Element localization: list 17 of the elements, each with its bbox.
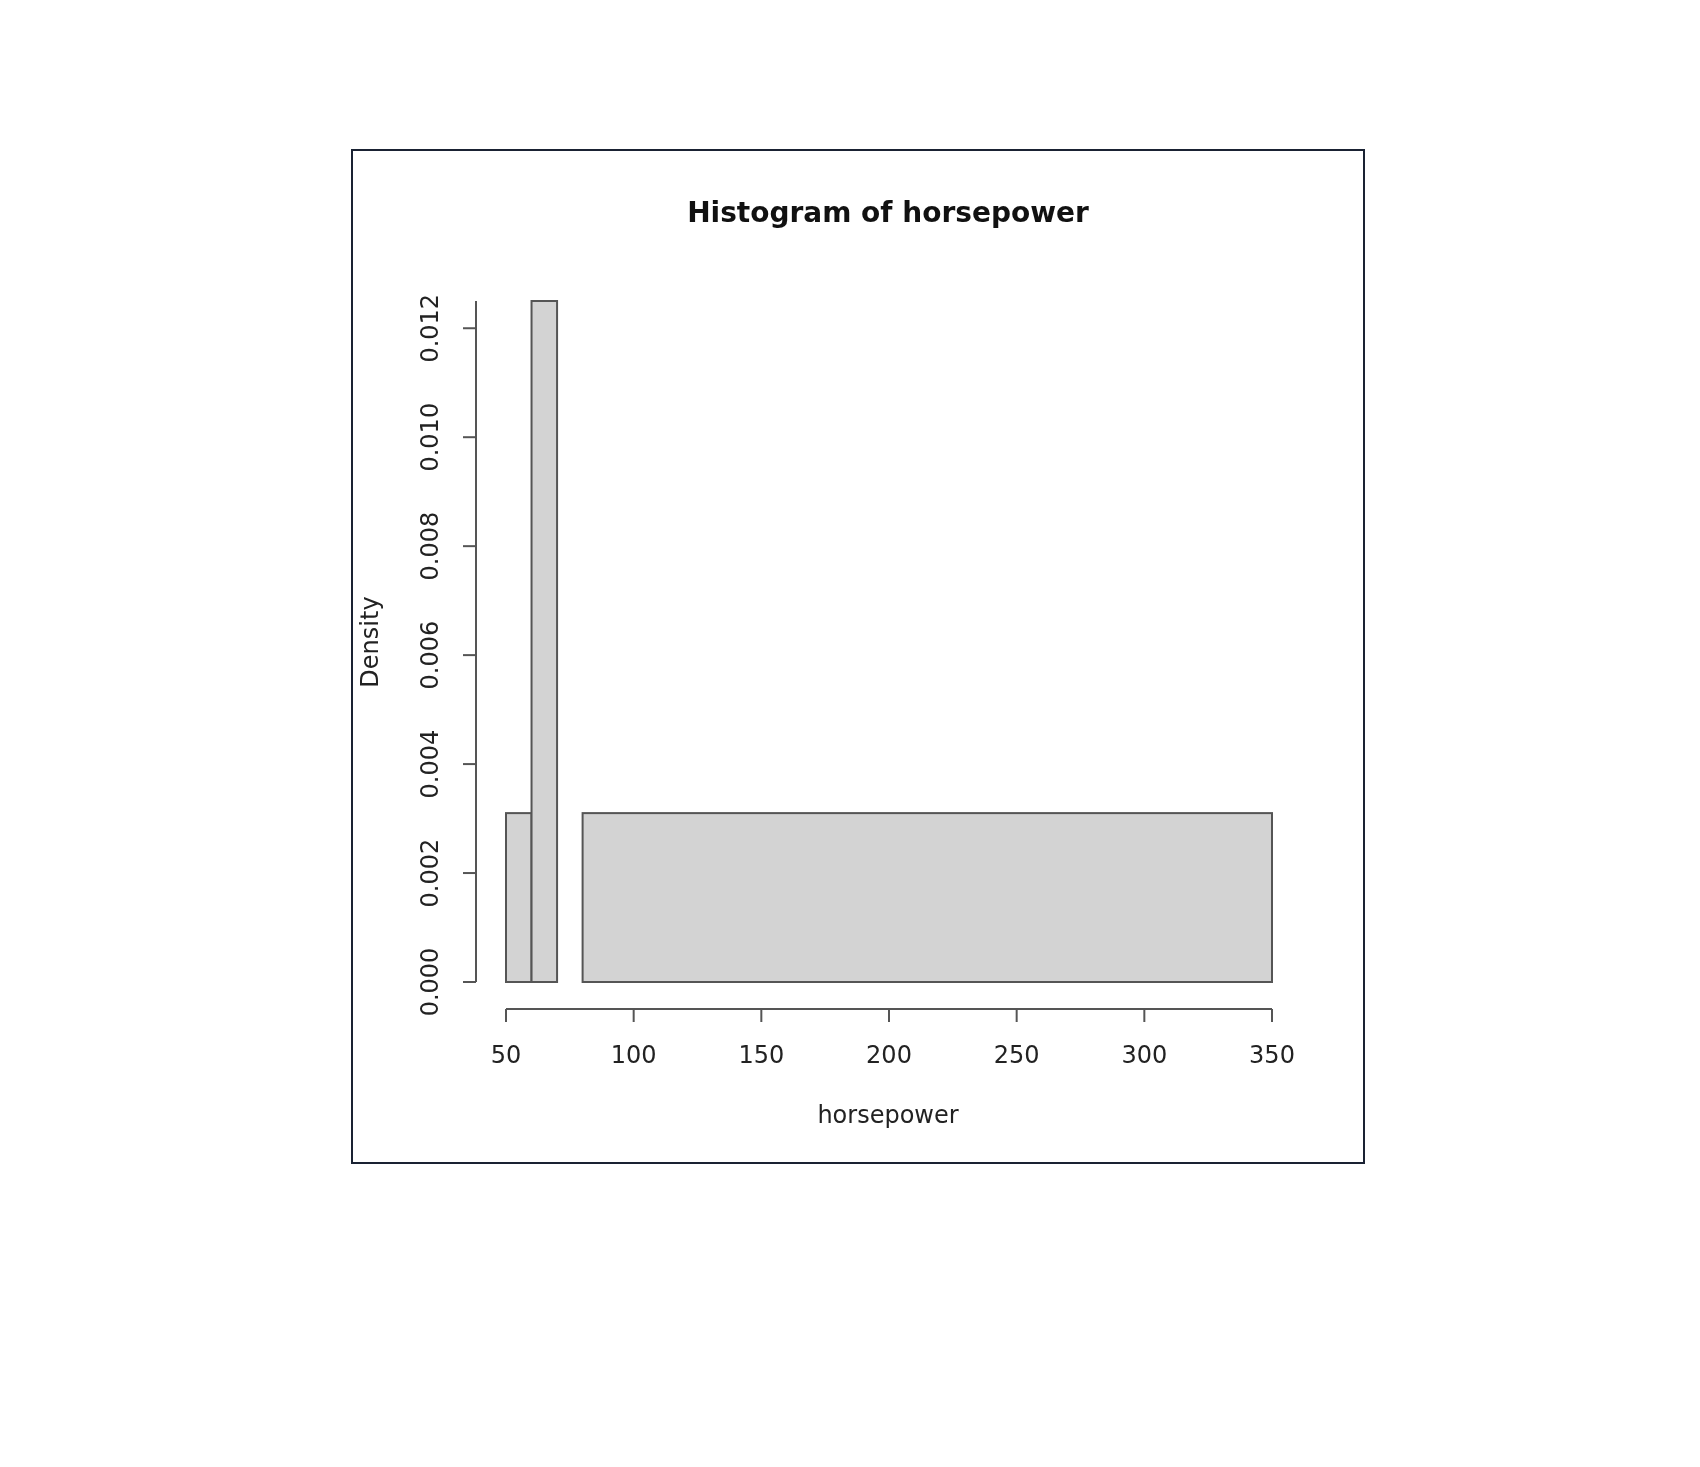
y-tick-label: 0.004 — [416, 729, 444, 799]
x-tick-label: 250 — [993, 1041, 1040, 1069]
x-axis-title: horsepower — [817, 1101, 959, 1129]
x-tick-label: 200 — [866, 1041, 912, 1069]
x-tick-label: 50 — [490, 1041, 522, 1069]
x-tick-label: 350 — [1249, 1041, 1295, 1069]
y-tick-label: 0.012 — [416, 293, 444, 363]
y-tick-label: 0.010 — [416, 402, 444, 472]
x-tick-label: 300 — [1121, 1041, 1168, 1069]
chart-title: Histogram of horsepower — [687, 196, 1090, 229]
x-tick-label: 150 — [738, 1041, 785, 1069]
y-axis-title: Density — [356, 596, 384, 688]
y-tick-label: 0.002 — [416, 838, 444, 908]
y-tick-label: 0.008 — [416, 511, 444, 581]
x-tick-label: 100 — [610, 1041, 657, 1069]
y-tick-label: 0.000 — [416, 947, 444, 1017]
y-tick-label: 0.006 — [416, 620, 444, 690]
